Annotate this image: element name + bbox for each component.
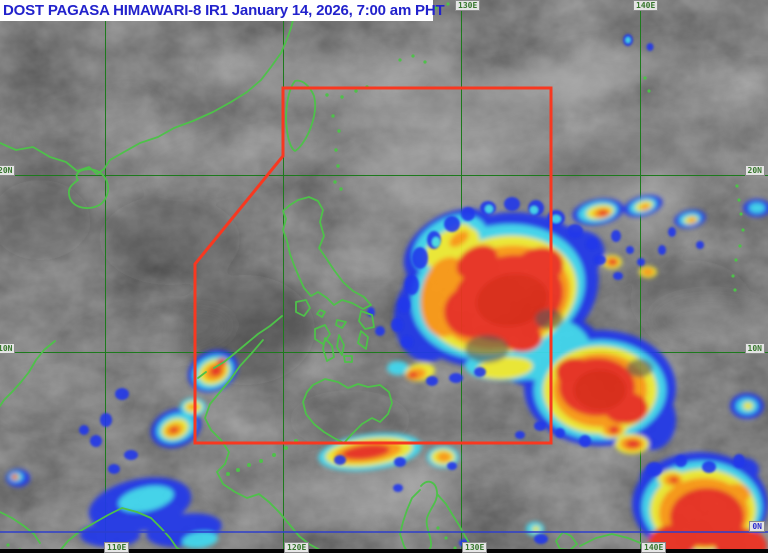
- bottom-black-strip: [0, 549, 768, 553]
- island-hainan: [67, 168, 109, 209]
- coast-china: [0, 19, 294, 175]
- islands-visayas: [295, 299, 375, 363]
- grid-label-10n-right: 10N: [744, 343, 765, 354]
- island-palawan: [197, 315, 283, 379]
- grid-label-0n-right: 0N: [749, 521, 765, 532]
- title-bar: DOST PAGASA HIMAWARI-8 IR1 January 14, 2…: [0, 0, 445, 21]
- grid-label-120e-bottom: 120E: [284, 542, 310, 553]
- coastlines: [0, 2, 745, 553]
- grid-label-140e-top: 140E: [633, 0, 659, 11]
- page-title: DOST PAGASA HIMAWARI-8 IR1 January 14, 2…: [3, 2, 445, 19]
- island-taiwan: [285, 79, 317, 152]
- grid-label-140e-bottom: 140E: [641, 542, 667, 553]
- coast-vietnam-south: [0, 340, 56, 407]
- island-sulawesi: [399, 480, 472, 553]
- grid-label-20n-right: 20N: [744, 165, 765, 176]
- island-luzon: [282, 196, 372, 310]
- island-mindanao: [302, 378, 393, 444]
- grid-label-130e-top: 130E: [455, 0, 481, 11]
- grid-label-130e-bottom: 130E: [462, 542, 488, 553]
- storm-layer-deep-red: [476, 273, 626, 410]
- grid-label-10n-left: 10N: [0, 343, 16, 354]
- grid-label-110e-bottom: 110E: [104, 542, 130, 553]
- grid-label-20n-left: 20N: [0, 165, 16, 176]
- par-boundary: [193, 86, 553, 445]
- storm-gray-notches: [465, 309, 653, 377]
